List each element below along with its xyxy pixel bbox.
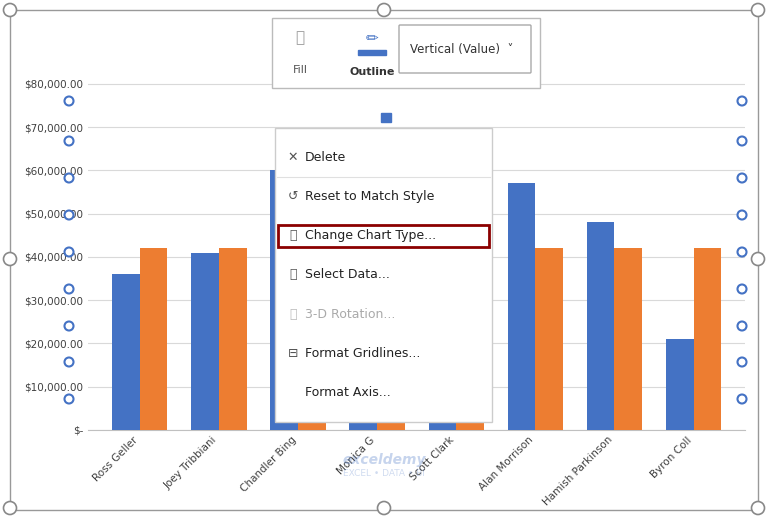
Bar <box>666 339 694 430</box>
Bar <box>298 248 326 430</box>
Text: ⬜: ⬜ <box>290 308 296 321</box>
Circle shape <box>65 137 74 146</box>
Text: 3-D Rotation...: 3-D Rotation... <box>305 308 396 321</box>
Circle shape <box>737 210 746 220</box>
Text: 🖌: 🖌 <box>296 31 305 46</box>
Bar <box>429 279 456 430</box>
Bar <box>219 248 247 430</box>
Text: Vertical (Value)  ˅: Vertical (Value) ˅ <box>410 44 514 56</box>
Circle shape <box>737 248 746 256</box>
Bar <box>381 113 391 122</box>
Bar <box>535 248 563 430</box>
Bar <box>270 170 298 430</box>
Circle shape <box>65 357 74 367</box>
Text: Format Gridlines...: Format Gridlines... <box>305 347 420 360</box>
Bar <box>456 248 484 430</box>
Text: 📊: 📊 <box>290 229 296 242</box>
Bar <box>694 248 721 430</box>
Text: ⊟: ⊟ <box>288 347 298 360</box>
Bar <box>358 50 386 55</box>
Circle shape <box>737 357 746 367</box>
Circle shape <box>737 322 746 330</box>
Text: Reset to Match Style: Reset to Match Style <box>305 190 435 203</box>
Circle shape <box>65 174 74 182</box>
Text: 📋: 📋 <box>290 268 296 281</box>
Text: exceldemy: exceldemy <box>343 453 425 467</box>
Text: Change Chart Type...: Change Chart Type... <box>305 229 436 242</box>
Circle shape <box>65 322 74 330</box>
Circle shape <box>4 501 16 514</box>
Circle shape <box>737 137 746 146</box>
Bar <box>112 274 140 430</box>
Text: Format Axis...: Format Axis... <box>305 386 391 399</box>
Circle shape <box>737 174 746 182</box>
Bar <box>377 248 405 430</box>
Text: EXCEL • DATA • BI: EXCEL • DATA • BI <box>343 469 425 479</box>
Text: ✕: ✕ <box>288 151 298 164</box>
Circle shape <box>737 284 746 294</box>
Bar <box>275 128 492 422</box>
Circle shape <box>752 501 764 514</box>
Text: Select Data...: Select Data... <box>305 268 390 281</box>
Circle shape <box>737 395 746 404</box>
Circle shape <box>65 284 74 294</box>
FancyBboxPatch shape <box>399 25 531 73</box>
Bar <box>587 222 614 430</box>
Circle shape <box>65 395 74 404</box>
Bar <box>140 248 167 430</box>
Bar <box>191 253 219 430</box>
Circle shape <box>752 252 764 266</box>
Text: Fill: Fill <box>293 65 307 75</box>
Bar <box>272 18 540 88</box>
Bar <box>508 183 535 430</box>
Text: ✏: ✏ <box>366 31 379 46</box>
Circle shape <box>65 248 74 256</box>
Bar <box>614 248 642 430</box>
Bar <box>278 225 489 247</box>
Circle shape <box>378 4 390 17</box>
Text: Delete: Delete <box>305 151 346 164</box>
Text: Outline: Outline <box>349 67 395 77</box>
Circle shape <box>737 96 746 106</box>
Circle shape <box>4 252 16 266</box>
Text: ↺: ↺ <box>288 190 298 203</box>
Circle shape <box>65 96 74 106</box>
Circle shape <box>752 4 764 17</box>
Circle shape <box>65 210 74 220</box>
Bar <box>349 136 377 430</box>
Circle shape <box>4 4 16 17</box>
Circle shape <box>378 501 390 514</box>
